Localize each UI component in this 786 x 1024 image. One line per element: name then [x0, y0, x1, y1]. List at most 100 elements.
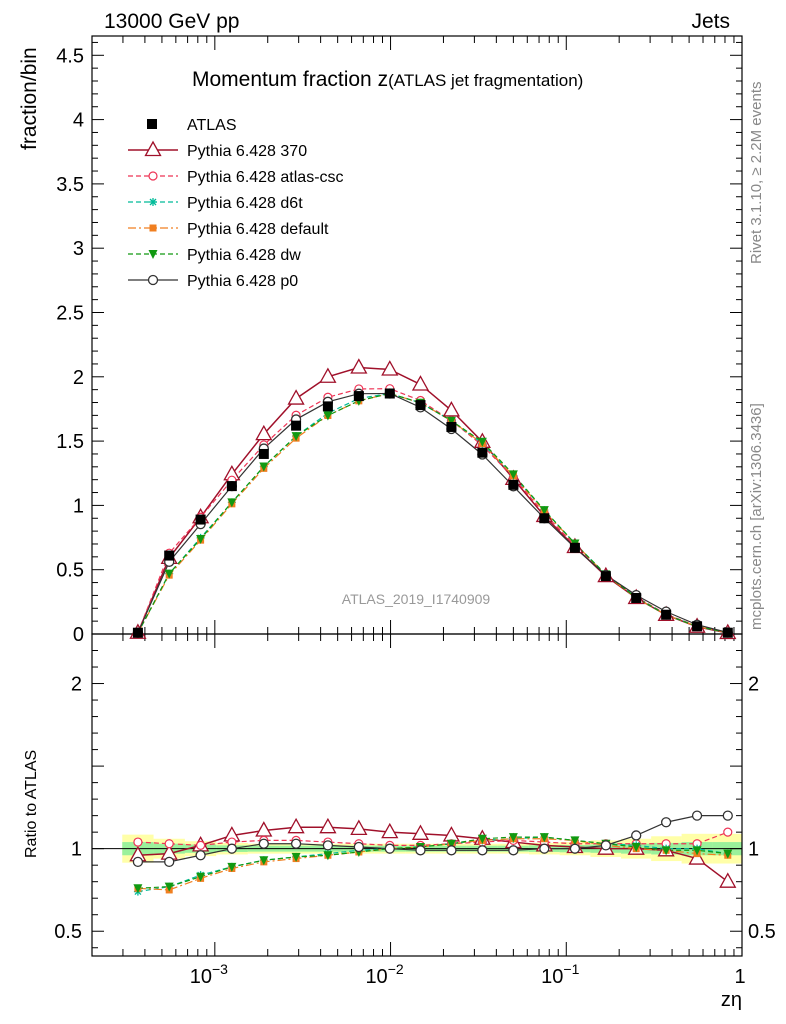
- series-point: [148, 250, 158, 259]
- x-tick-label: 10−1: [541, 961, 579, 988]
- mcplots-label: mcplots.cern.ch [arXiv:1306.3436]: [748, 403, 765, 630]
- x-axis-label: zη: [721, 989, 742, 1011]
- series-point: [446, 416, 456, 426]
- data-point: [477, 447, 488, 458]
- legend-entry: Pythia 6.428 default: [128, 221, 329, 238]
- data-point: [132, 627, 143, 638]
- series-point: [196, 872, 206, 882]
- y-axis-label: fraction/bin: [18, 47, 41, 150]
- series-point: [539, 506, 549, 516]
- series-point: [570, 836, 580, 846]
- rivet-label: Rivet 3.1.10, ≥ 2.2M events: [748, 82, 765, 265]
- y-tick-label: 2: [73, 367, 84, 389]
- series-point: [446, 839, 456, 849]
- x-tick-label: 10−2: [365, 961, 403, 988]
- series-point: [660, 817, 672, 828]
- x-tick-label: 10−3: [190, 961, 228, 988]
- series-point: [149, 224, 157, 232]
- data-point: [384, 388, 395, 399]
- series-point: [691, 810, 703, 821]
- series-point: [291, 432, 301, 442]
- series-line: [137, 392, 728, 634]
- series-point: [688, 849, 706, 865]
- series-point: [164, 569, 174, 579]
- series-point: [196, 840, 206, 850]
- series-point: [323, 851, 333, 861]
- data-point: [600, 571, 611, 582]
- data-point: [539, 513, 550, 524]
- series-point: [164, 882, 174, 892]
- series-point: [692, 846, 702, 856]
- series-point: [722, 810, 733, 821]
- series-point: [350, 819, 368, 836]
- ratio-tick-label: 1: [71, 839, 82, 861]
- star-stroke: [149, 198, 157, 206]
- ratio-tick-label-right: 1: [748, 839, 759, 861]
- series-point: [415, 845, 426, 856]
- legend: ATLAS Pythia 6.428 370 Pythia 6.428 atlas-…: [128, 117, 344, 290]
- data-point: [226, 481, 237, 492]
- series-point: [196, 535, 206, 545]
- series-point: [147, 274, 159, 286]
- y-tick-label: 3: [73, 238, 84, 260]
- series-point: [477, 437, 487, 447]
- series-point: [319, 817, 337, 834]
- series-point: [442, 401, 461, 417]
- legend-label: Pythia 6.428 default: [187, 221, 329, 238]
- ratio-tick-label-right: 2: [748, 674, 759, 696]
- y-tick-label: 2.5: [56, 302, 84, 324]
- ratio-series-line: [137, 836, 728, 893]
- legend-entry: Pythia 6.428 p0: [128, 273, 298, 290]
- y-tick-label: 1.5: [56, 431, 84, 453]
- chart-title-main: Momentum fraction z: [192, 68, 388, 91]
- series-point: [381, 822, 399, 839]
- series-point: [287, 389, 305, 405]
- series-point: [227, 862, 237, 872]
- data-point: [631, 592, 642, 603]
- ratio-series-line: [137, 831, 728, 846]
- series-point: [661, 846, 671, 856]
- legend-label: Pythia 6.428 atlas-csc: [187, 169, 344, 186]
- data-point: [322, 401, 333, 412]
- legend-label: Pythia 6.428 p0: [187, 273, 298, 290]
- data-point: [722, 627, 733, 638]
- y-tick-label: 3.5: [56, 174, 84, 196]
- series-point: [631, 830, 642, 841]
- ratio-tick-label-right: 0.5: [748, 921, 776, 943]
- y-tick-label: 0: [73, 624, 84, 646]
- ratio-y-axis-label: Ratio to ATLAS: [23, 750, 40, 858]
- series-point: [719, 872, 737, 888]
- chart-title-sub: (ATLAS jet fragmentation): [388, 71, 583, 90]
- series-point: [148, 171, 158, 181]
- series-point: [631, 843, 641, 853]
- legend-label: Pythia 6.428 370: [187, 143, 307, 160]
- series-point: [723, 849, 733, 859]
- legend-label: ATLAS: [187, 117, 237, 134]
- y-tick-label: 1: [73, 495, 84, 517]
- chart-title: Momentum fraction z(ATLAS jet fragmentat…: [192, 68, 583, 91]
- data-point: [692, 621, 703, 632]
- series-point: [411, 375, 430, 391]
- series-point: [144, 140, 162, 157]
- series-point: [539, 833, 549, 843]
- series-markers: [129, 358, 737, 896]
- series-point: [259, 462, 269, 472]
- series-point: [319, 367, 337, 383]
- series-point: [133, 884, 143, 894]
- y-tick-label: 0.5: [56, 560, 84, 582]
- data-point: [195, 514, 206, 525]
- series-point: [164, 856, 175, 868]
- series-point: [411, 824, 430, 840]
- series-point: [291, 852, 301, 862]
- legend-entry: Pythia 6.428 atlas-csc: [128, 169, 344, 186]
- data-point: [164, 550, 175, 561]
- series-point: [508, 833, 518, 843]
- analysis-tag: ATLAS_2019_I1740909: [342, 591, 491, 607]
- header-left: 13000 GeV pp: [104, 10, 239, 33]
- series-point: [290, 838, 302, 849]
- ratio-plot-frame: [91, 633, 743, 957]
- series-point: [287, 817, 305, 834]
- y-tick-label: 4: [73, 110, 84, 132]
- legend-entry: Pythia 6.428 dw: [128, 247, 301, 264]
